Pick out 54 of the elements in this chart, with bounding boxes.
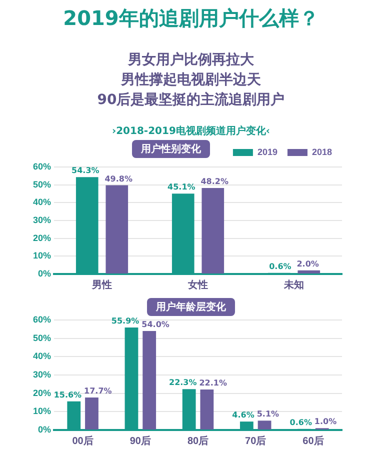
text: ›2018-2019电视剧频道用户变化‹ <box>110 124 272 138</box>
y-tick-label: 50% <box>33 332 52 343</box>
bar <box>106 185 128 274</box>
legend-label: 2019 <box>257 146 278 157</box>
bar <box>258 420 272 430</box>
data-label: 2.0% <box>296 260 319 269</box>
data-label: 55.9% <box>111 316 140 326</box>
text: 男性撑起电视剧半边天 <box>120 71 262 90</box>
bar <box>298 270 320 274</box>
chart-subtitle: 男女用户比例再拉大 <box>126 50 255 70</box>
text: 用户年龄层变化 <box>147 298 235 316</box>
chart-title: 2019年的追剧用户什么样？ <box>62 5 320 32</box>
y-tick-label: 30% <box>33 369 52 380</box>
y-tick-label: 50% <box>33 179 52 190</box>
x-tick-label: 60后 <box>302 434 324 447</box>
y-tick-label: 40% <box>33 197 52 208</box>
y-tick-label: 0% <box>38 424 52 434</box>
y-tick-label: 60% <box>33 314 52 324</box>
data-label: 48.2% <box>200 177 228 186</box>
y-tick-label: 30% <box>33 214 52 225</box>
text: 用户性别变化 <box>132 140 210 158</box>
text: 90后是最坚挺的主流追剧用户 <box>96 90 286 110</box>
data-label: 0.6% <box>290 418 312 427</box>
y-tick-label: 20% <box>33 388 52 398</box>
data-label: 0.6% <box>269 262 292 272</box>
x-tick-label: 70后 <box>245 434 266 447</box>
data-label: 45.1% <box>168 182 196 192</box>
y-tick-label: 40% <box>33 351 52 362</box>
bar <box>142 331 156 430</box>
data-label: 15.6% <box>54 390 82 400</box>
data-label: 5.1% <box>256 410 280 419</box>
data-label: 17.7% <box>84 386 112 396</box>
data-label: 54.0% <box>142 320 170 330</box>
y-tick-label: 0% <box>38 268 52 278</box>
bar <box>202 188 224 274</box>
bar <box>85 398 98 430</box>
data-label: 22.3% <box>169 378 197 388</box>
x-tick-label: 90后 <box>130 434 151 447</box>
data-label: 1.0% <box>314 417 337 426</box>
x-tick-label: 女性 <box>187 278 208 291</box>
y-tick-label: 10% <box>33 250 52 261</box>
y-tick-label: 20% <box>33 232 52 243</box>
x-tick-label: 80后 <box>187 434 209 447</box>
legend-label: 2018 <box>312 146 332 157</box>
data-label: 49.8% <box>104 174 132 184</box>
y-tick-label: 10% <box>33 406 52 416</box>
bar <box>200 389 214 430</box>
x-tick-label: 00后 <box>72 434 94 447</box>
data-label: 22.1% <box>199 378 228 388</box>
data-label: 4.6% <box>232 410 254 420</box>
y-tick-label: 60% <box>33 161 52 172</box>
x-tick-label: 男性 <box>91 278 112 291</box>
data-label: 54.3% <box>72 166 100 176</box>
x-tick-label: 未知 <box>283 278 304 291</box>
